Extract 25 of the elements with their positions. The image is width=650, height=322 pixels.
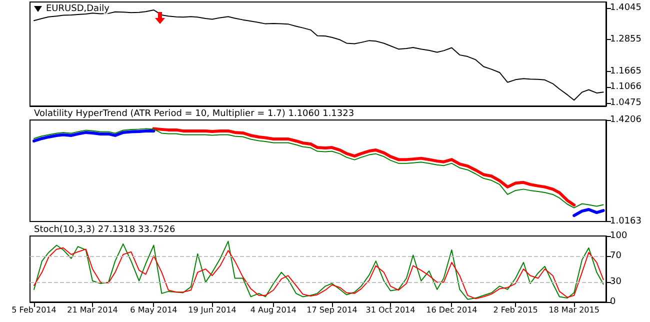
y-tick-label: 70 (610, 250, 622, 261)
chart-title: Stoch(10,3,3) 27.1318 33.7526 (34, 225, 176, 235)
chart-title: Volatility HyperTrend (ATR Period = 10, Multiplier = 1.7) 1.1060 1.1323 (34, 109, 354, 119)
x-tick-label: 5 Feb 2014 (12, 306, 56, 314)
y-tick-label: 1.1665 (610, 66, 642, 76)
x-tick-label: 19 Jun 2014 (188, 306, 236, 314)
y-tick-label: 1.0163 (610, 216, 642, 226)
y-tick-label: 1.1066 (610, 82, 642, 92)
line-series (152, 127, 576, 207)
x-tick-label: 31 Oct 2014 (366, 306, 416, 314)
y-tick-label: 30 (610, 277, 622, 288)
y-tick-label: 1.0475 (610, 98, 642, 108)
y-tick-label: 1.4045 (610, 2, 642, 13)
x-tick-label: 2 Feb 2015 (493, 306, 538, 314)
y-tick-label: 100 (610, 231, 628, 241)
x-tick-label: 18 Mar 2015 (548, 306, 600, 314)
x-tick-label: 6 May 2014 (130, 306, 178, 314)
y-tick-label: 1.2855 (610, 34, 642, 45)
chart-title: EURUSD,Daily (46, 4, 110, 14)
x-tick-label: 16 Dec 2014 (426, 306, 478, 314)
x-tick-label: 17 Sep 2014 (306, 306, 358, 314)
y-tick-label: 0 (610, 297, 616, 307)
x-tick-label: 21 Mar 2014 (67, 306, 118, 314)
x-tick-label: 4 Aug 2014 (250, 306, 297, 314)
y-tick-label: 1.4206 (610, 115, 642, 125)
